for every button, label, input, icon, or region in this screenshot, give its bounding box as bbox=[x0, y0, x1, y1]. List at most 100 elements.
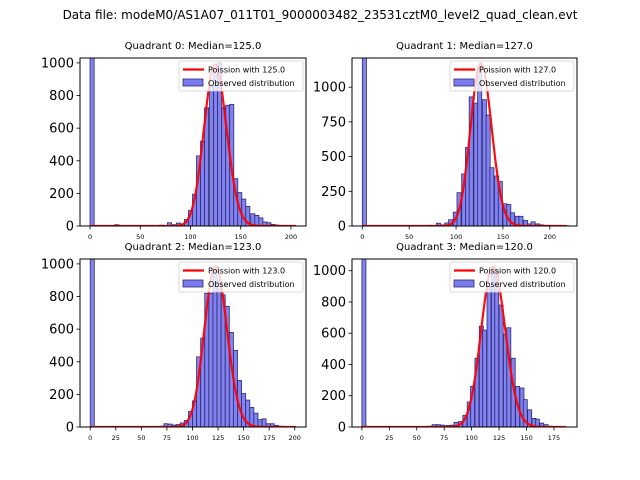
axes-frame bbox=[351, 258, 578, 428]
histogram-bar bbox=[209, 86, 215, 226]
subplot-quadrant-0: 0 50 100 150 200 0 200 400 600 800 1000 Quadrant 0:… bbox=[41, 41, 307, 241]
subplot-quadrant-1: 0 50 100 150 200 0 250 500 750 1000 Quadrant 1: Me… bbox=[313, 41, 578, 241]
x-tick-label: 150 bbox=[237, 434, 249, 442]
x-tick-label: 125 bbox=[493, 434, 505, 442]
legend-label-poisson: Poission with 127.0 bbox=[479, 66, 556, 75]
x-tick-label: 50 bbox=[136, 233, 144, 241]
legend-label-observed: Observed distribution bbox=[479, 79, 566, 88]
histogram-bar bbox=[253, 412, 259, 427]
x-tick-label: 150 bbox=[235, 233, 247, 241]
histogram-bar bbox=[213, 69, 219, 226]
x-tick-label: 100 bbox=[184, 233, 196, 241]
legend-label-poisson: Poission with 120.0 bbox=[479, 267, 556, 276]
legend: Poission with 120.0 Observed distribution bbox=[449, 261, 575, 293]
x-tick-label: 25 bbox=[385, 434, 393, 442]
x-tick-label: 175 bbox=[548, 434, 560, 442]
x-tick-label: 0 bbox=[88, 434, 92, 442]
x-tick-label: 200 bbox=[289, 434, 301, 442]
y-tick-label: 600 bbox=[321, 327, 346, 342]
subplot-title: Quadrant 2: Median=123.0 bbox=[125, 242, 262, 253]
histogram-bar bbox=[212, 270, 218, 427]
axes-frame bbox=[351, 57, 578, 227]
y-tick-label: 1000 bbox=[313, 81, 346, 96]
y-tick-label: 800 bbox=[321, 295, 346, 310]
histogram-bar bbox=[261, 418, 267, 427]
y-tick-label: 1000 bbox=[313, 264, 346, 279]
histogram-bar bbox=[435, 222, 441, 226]
legend-box bbox=[178, 261, 304, 293]
histogram-bar bbox=[166, 222, 172, 226]
histogram-bar bbox=[498, 304, 504, 427]
x-tick-label: 100 bbox=[465, 434, 477, 442]
histogram-bar bbox=[89, 58, 95, 226]
legend-label-observed: Observed distribution bbox=[208, 79, 295, 88]
axes-frame bbox=[79, 57, 307, 227]
legend-label-observed: Observed distribution bbox=[479, 280, 566, 289]
y-tick-label: 750 bbox=[321, 115, 346, 130]
poisson-curve bbox=[362, 62, 567, 226]
y-tick-label: 600 bbox=[49, 323, 74, 338]
subplot-title: Quadrant 1: Median=127.0 bbox=[396, 41, 533, 52]
legend: Poission with 125.0 Observed distribution bbox=[178, 60, 304, 92]
histogram-bar bbox=[486, 285, 492, 427]
legend-box bbox=[178, 60, 304, 92]
histogram-bar bbox=[245, 206, 251, 226]
y-tick-label: 200 bbox=[49, 388, 74, 403]
histogram-bar bbox=[530, 221, 536, 226]
axes-frame bbox=[79, 258, 307, 428]
legend-bar-swatch bbox=[453, 279, 475, 288]
subplot-title: Quadrant 0: Median=125.0 bbox=[125, 41, 262, 52]
histogram-bar bbox=[482, 329, 488, 427]
histogram-bar bbox=[241, 393, 247, 427]
y-tick-label: 200 bbox=[49, 187, 74, 202]
y-tick-label: 1000 bbox=[41, 257, 74, 272]
x-tick-label: 50 bbox=[137, 434, 145, 442]
legend-box bbox=[449, 60, 575, 92]
legend: Poission with 123.0 Observed distribution bbox=[178, 261, 304, 293]
legend-label-poisson: Poission with 123.0 bbox=[208, 267, 285, 276]
y-tick-label: 500 bbox=[321, 150, 346, 165]
x-tick-label: 150 bbox=[497, 233, 509, 241]
legend-label-poisson: Poission with 125.0 bbox=[208, 66, 285, 75]
x-tick-label: 50 bbox=[405, 233, 413, 241]
x-tick-label: 75 bbox=[163, 434, 171, 442]
x-tick-label: 100 bbox=[450, 233, 462, 241]
x-tick-label: 75 bbox=[440, 434, 448, 442]
y-tick-label: 0 bbox=[338, 421, 346, 436]
legend-label-observed: Observed distribution bbox=[208, 280, 295, 289]
plot-area bbox=[89, 58, 296, 226]
y-tick-label: 250 bbox=[321, 185, 346, 200]
subplot-quadrant-2: 0 25 50 75 100 125 150 175 200 0 200 400 600 800 1000 Q… bbox=[41, 242, 307, 442]
histogram-bar bbox=[489, 167, 495, 226]
x-tick-label: 25 bbox=[112, 434, 120, 442]
x-tick-label: 50 bbox=[413, 434, 421, 442]
y-tick-label: 400 bbox=[49, 355, 74, 370]
poisson-curve bbox=[361, 265, 566, 427]
histogram-bar bbox=[494, 270, 500, 427]
x-tick-label: 175 bbox=[263, 434, 275, 442]
legend-box bbox=[449, 261, 575, 293]
histogram-bar bbox=[361, 259, 367, 427]
legend-bar-swatch bbox=[182, 78, 204, 87]
x-tick-label: 200 bbox=[544, 233, 556, 241]
x-tick-label: 0 bbox=[88, 233, 92, 241]
legend: Poission with 127.0 Observed distribution bbox=[449, 60, 575, 92]
y-tick-label: 800 bbox=[49, 290, 74, 305]
figure-suptitle: Data file: modeM0/AS1A07_011T01_90000034… bbox=[62, 8, 578, 22]
subplot-quadrant-3: 0 25 50 75 100 125 150 175 0 200 400 600 800 1000 Quad… bbox=[313, 242, 578, 442]
y-tick-label: 200 bbox=[321, 389, 346, 404]
subplot-title: Quadrant 3: Median=120.0 bbox=[396, 242, 533, 253]
y-tick-label: 800 bbox=[49, 89, 74, 104]
plot-area bbox=[361, 58, 570, 226]
y-tick-label: 1000 bbox=[41, 56, 74, 71]
legend-bar-swatch bbox=[182, 279, 204, 288]
y-tick-label: 0 bbox=[66, 421, 74, 436]
x-tick-label: 100 bbox=[186, 434, 198, 442]
legend-bar-swatch bbox=[453, 78, 475, 87]
x-tick-label: 0 bbox=[360, 233, 364, 241]
histogram-bar bbox=[216, 281, 222, 427]
y-tick-label: 400 bbox=[321, 358, 346, 373]
x-tick-label: 150 bbox=[520, 434, 532, 442]
y-tick-label: 0 bbox=[66, 220, 74, 235]
